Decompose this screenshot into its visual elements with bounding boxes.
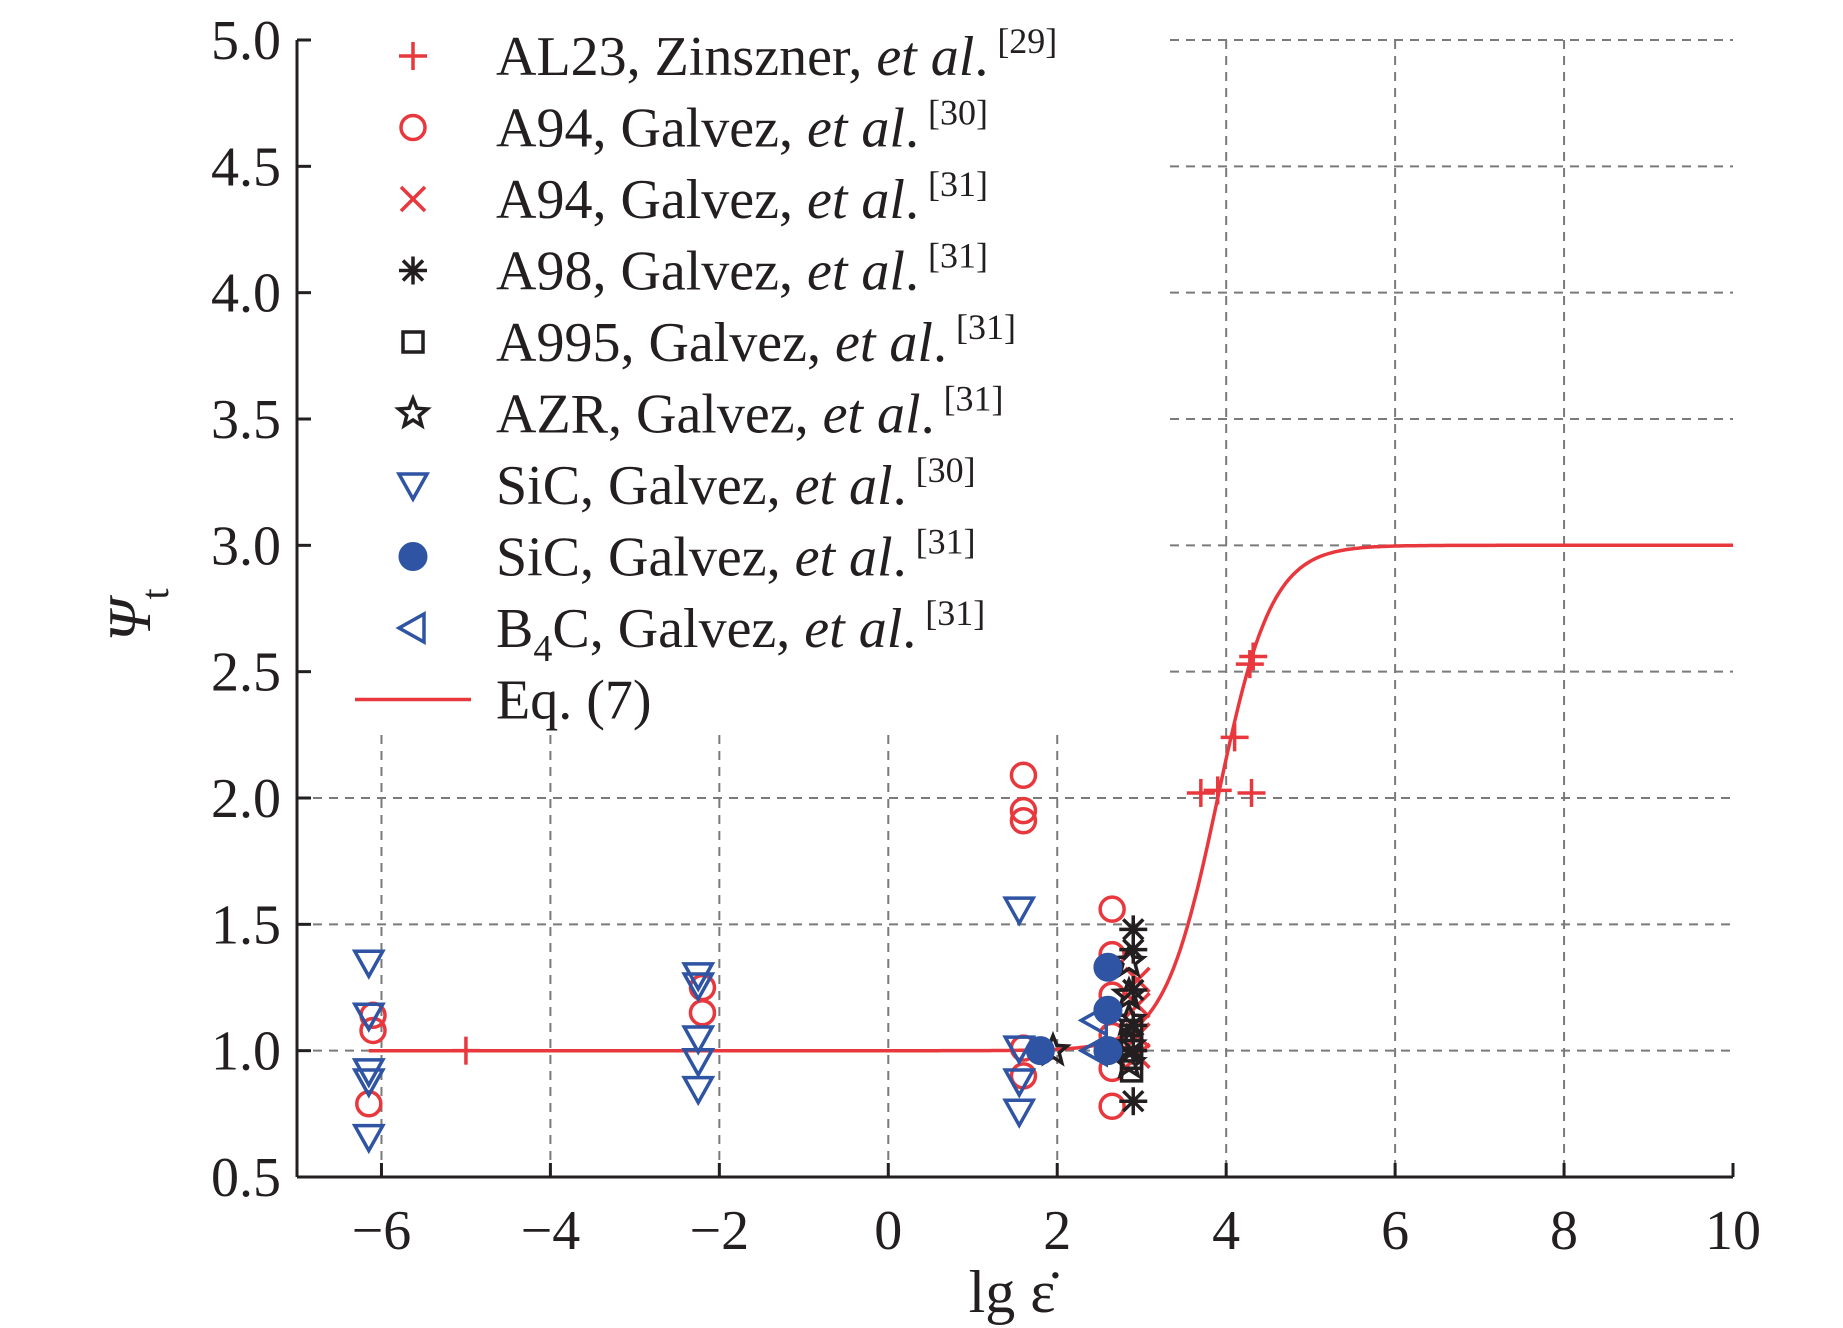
- data-point: [1098, 1092, 1126, 1121]
- y-axis-label-text: Ψ: [97, 595, 163, 642]
- legend-label: Eq. (7): [496, 670, 652, 732]
- legend-marker: [399, 42, 427, 70]
- data-point: [1077, 1003, 1108, 1038]
- legend-item: A94, Galvez, et al. [31]: [399, 164, 988, 231]
- data-point: [451, 1036, 480, 1065]
- y-tick-label: 2.5: [211, 642, 281, 704]
- x-tick-label: 10: [1705, 1200, 1761, 1262]
- y-tick-label: 3.0: [211, 515, 281, 577]
- data-point: [681, 1048, 716, 1079]
- axes: [295, 38, 1735, 1179]
- data-point: [1002, 1068, 1037, 1099]
- data-point: [351, 1002, 386, 1033]
- data-point: [351, 949, 386, 980]
- x-tick-label: 8: [1550, 1200, 1578, 1262]
- legend-marker: [401, 330, 425, 354]
- data-point: [1077, 1033, 1108, 1068]
- data-point: [351, 1068, 386, 1099]
- legend-label: A94, Galvez, et al. [30]: [496, 93, 988, 160]
- data-point: [1119, 1087, 1148, 1116]
- x-tick-label: 2: [1043, 1200, 1071, 1262]
- data-point: [1239, 642, 1268, 671]
- x-axis-label-text: lg ε̇: [969, 1259, 1060, 1325]
- data-point: [1203, 776, 1232, 805]
- legend-label: A94, Galvez, et al. [31]: [496, 164, 988, 231]
- legend-marker: [399, 256, 427, 285]
- data-point: [1220, 723, 1249, 752]
- legend-item: SiC, Galvez, et al. [31]: [398, 522, 976, 589]
- legend-label: SiC, Galvez, et al. [30]: [496, 450, 976, 517]
- legend-marker: [398, 542, 428, 571]
- legend-item: Eq. (7): [355, 670, 652, 732]
- legend-label: A995, Galvez, et al. [31]: [496, 307, 1016, 374]
- legend-label: SiC, Galvez, et al. [31]: [496, 522, 976, 589]
- legend-item: SiC, Galvez, et al. [30]: [396, 450, 976, 517]
- data-point: [681, 962, 716, 993]
- x-tick-label: 0: [874, 1200, 902, 1262]
- data-points: [351, 642, 1268, 1155]
- legend-marker: [396, 472, 430, 503]
- legend-label: AL23, Zinszner, et al. [29]: [496, 21, 1057, 88]
- data-point: [351, 1123, 386, 1155]
- y-tick-label: 4.5: [211, 136, 281, 198]
- x-tick-label: −4: [521, 1200, 581, 1262]
- data-point: [1235, 650, 1264, 679]
- data-point: [688, 999, 717, 1027]
- data-point: [1237, 778, 1266, 807]
- legend-marker: [399, 185, 427, 213]
- data-point: [1186, 778, 1215, 807]
- y-axis-label: Ψt: [97, 588, 177, 641]
- x-tick-label: −2: [690, 1200, 750, 1262]
- x-tick-label: −6: [352, 1200, 412, 1262]
- y-tick-label: 4.0: [211, 263, 281, 325]
- data-point: [1002, 1098, 1037, 1129]
- data-point: [1093, 952, 1123, 982]
- legend-item: A98, Galvez, et al. [31]: [399, 236, 988, 303]
- legend-label: B4C, Galvez, et al. [31]: [496, 593, 985, 670]
- legend-marker: [399, 113, 427, 142]
- legend-item: AL23, Zinszner, et al. [29]: [399, 21, 1057, 88]
- legend-item: A995, Galvez, et al. [31]: [401, 307, 1016, 374]
- data-point: [1098, 895, 1126, 923]
- data-point: [681, 1025, 716, 1056]
- data-point: [681, 1075, 716, 1107]
- legend-item: B4C, Galvez, et al. [31]: [395, 593, 985, 670]
- y-tick-label: 1.0: [211, 1021, 281, 1083]
- y-axis-label-sub: t: [132, 588, 177, 599]
- legend-item: A94, Galvez, et al. [30]: [399, 93, 988, 160]
- legend-marker: [394, 393, 432, 430]
- data-point: [1009, 761, 1038, 790]
- x-tick-label: 6: [1381, 1200, 1409, 1262]
- legend-label: AZR, Galvez, et al. [31]: [496, 379, 1004, 446]
- y-tick-label: 1.5: [211, 894, 281, 956]
- legend-label: A98, Galvez, et al. [31]: [496, 236, 988, 303]
- data-point: [1025, 1036, 1055, 1066]
- x-axis-label: lg ε̇: [969, 1259, 1060, 1325]
- data-point: [681, 972, 716, 1003]
- legend: AL23, Zinszner, et al. [29]A94, Galvez, …: [355, 21, 1057, 732]
- y-tick-label: 2.0: [211, 768, 281, 830]
- tick-labels: −6 −4 −2 0 2 4 6 8 10 0.5 1.0 1.5 2.0 2.5 3.0 3.5 4.0 4.5…: [211, 10, 1761, 1262]
- data-point: [1009, 806, 1038, 835]
- svg-text:Ψt: Ψt: [97, 588, 177, 641]
- data-point: [1002, 896, 1037, 927]
- x-tick-label: 4: [1212, 1200, 1240, 1262]
- y-tick-label: 3.5: [211, 389, 281, 451]
- y-tick-label: 5.0: [211, 10, 281, 72]
- y-tick-label: 0.5: [211, 1147, 281, 1209]
- data-point: [351, 1058, 386, 1089]
- data-point: [1009, 796, 1038, 825]
- legend-marker: [395, 611, 426, 645]
- legend-item: AZR, Galvez, et al. [31]: [394, 379, 1004, 446]
